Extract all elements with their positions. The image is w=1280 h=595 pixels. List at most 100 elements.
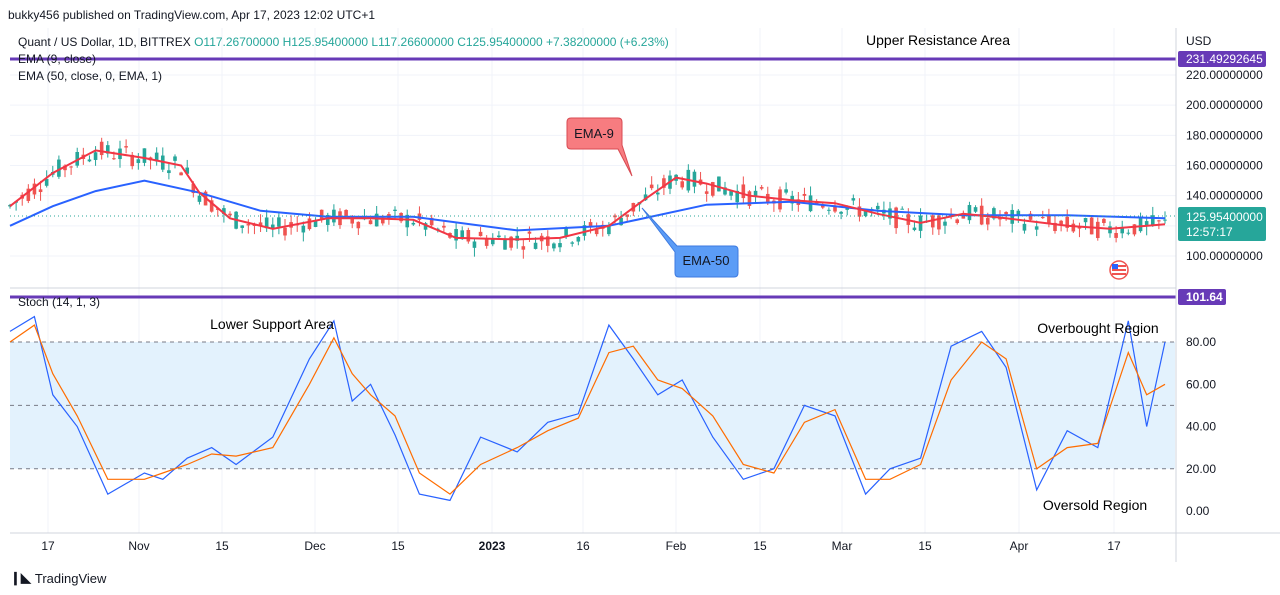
publish-line: bukky456 published on TradingView.com, A… — [8, 8, 376, 22]
candle-body — [1034, 226, 1039, 230]
candle-body — [154, 152, 159, 162]
candle-body — [833, 206, 837, 212]
low-value: L117.26600000 — [371, 35, 454, 49]
candle-body — [374, 213, 379, 227]
candle-body — [99, 141, 104, 156]
candle-body — [1157, 220, 1161, 222]
lower-support-label: Lower Support Area — [210, 316, 334, 332]
ema9-callout-label: EMA-9 — [574, 126, 614, 141]
candle-body — [545, 236, 550, 246]
candle-body — [710, 182, 715, 196]
last-price-label: 125.95400000 — [1186, 210, 1263, 224]
candle-body — [264, 217, 269, 229]
candle-body — [57, 159, 61, 177]
change-value: +7.38200000 (+6.23%) — [546, 35, 669, 49]
candle-body — [405, 214, 410, 228]
candle-body — [930, 215, 935, 228]
candle-body — [87, 159, 92, 162]
candle-body — [368, 220, 373, 225]
candle-body — [741, 184, 746, 199]
candle-body — [1040, 217, 1045, 219]
footer-brand[interactable]: ❙◣ TradingView — [10, 570, 106, 586]
candle-body — [209, 200, 214, 212]
candle-body — [863, 211, 868, 217]
candle-body — [105, 145, 110, 154]
candle-body — [246, 224, 251, 226]
stoch-tick-label: 80.00 — [1186, 335, 1216, 349]
candle-body — [478, 231, 483, 237]
ema50-legend[interactable]: EMA (50, close, 0, EMA, 1) — [18, 69, 163, 83]
stoch-legend[interactable]: Stoch (14, 1, 3) — [18, 295, 101, 309]
candle-body — [943, 221, 947, 226]
ema50-callout: EMA-50 — [641, 207, 739, 278]
candle-body — [1059, 220, 1063, 225]
candle-body — [1004, 212, 1008, 215]
candle-body — [1144, 221, 1149, 227]
us-flag-icon[interactable] — [1109, 260, 1129, 280]
candle-body — [350, 218, 355, 224]
resistance-price-tag: 231.49292645 — [1178, 51, 1266, 67]
stoch-k-line — [9, 315, 1166, 502]
candle-body — [827, 209, 831, 211]
candle-body — [197, 195, 202, 202]
candle-body — [607, 225, 611, 235]
candle-body — [649, 184, 654, 189]
candle-body — [429, 217, 434, 226]
stoch-tick-label: 0.00 — [1186, 504, 1210, 518]
tradingview-logo-icon: ❙◣ — [10, 570, 31, 585]
candle-body — [460, 230, 465, 240]
price-tick-label: 180.00000000 — [1186, 128, 1263, 142]
candle-body — [594, 229, 599, 235]
candle-body — [301, 225, 306, 233]
candle-body — [1047, 216, 1051, 224]
candle-body — [570, 242, 575, 244]
candle-body — [564, 227, 568, 236]
candle-body — [527, 231, 532, 234]
candle-body — [319, 209, 324, 220]
candle-body — [503, 239, 507, 250]
candle-body — [582, 225, 587, 236]
candle-body — [344, 209, 348, 217]
price-legend: Quant / US Dollar, 1D, BITTREX O117.2670… — [18, 35, 669, 49]
candle-body — [1016, 210, 1021, 217]
candle-body — [784, 189, 788, 193]
candle-body — [185, 167, 190, 174]
candle-body — [967, 205, 972, 221]
candle-body — [692, 171, 697, 187]
candle-body — [472, 241, 477, 248]
footer-brand-label: TradingView — [34, 570, 107, 586]
candle-body — [558, 243, 562, 248]
candle-body — [1102, 218, 1106, 224]
candle-body — [619, 217, 623, 226]
candle-body — [839, 211, 843, 214]
candle-body — [1138, 216, 1143, 232]
candle-body — [1126, 232, 1131, 234]
ema9-line — [9, 149, 1166, 241]
candle-body — [325, 214, 330, 225]
candle-body — [912, 227, 917, 231]
candle-body — [411, 222, 416, 225]
candle-body — [1065, 216, 1070, 228]
candle-body — [992, 208, 996, 219]
candle-body — [900, 208, 905, 210]
candle-body — [497, 235, 501, 238]
candle-body — [588, 222, 593, 227]
candle-body — [802, 193, 807, 196]
candle-body — [258, 222, 263, 226]
candle-body — [356, 221, 361, 229]
candle-body — [875, 205, 880, 210]
candle-body — [124, 146, 128, 148]
high-value: H125.95400000 — [282, 35, 369, 49]
ema9-legend[interactable]: EMA (9, close) — [18, 52, 97, 66]
time-tick-label: Feb — [666, 539, 687, 553]
candle-body — [857, 206, 862, 217]
time-tick-label: 17 — [1107, 539, 1121, 553]
candle-body — [814, 202, 819, 204]
candle-body — [937, 215, 941, 230]
upper-resistance-label: Upper Resistance Area — [866, 32, 1010, 48]
candle-body — [228, 213, 232, 216]
candle-body — [515, 235, 520, 241]
candle-body — [1010, 209, 1015, 224]
candle-body — [851, 198, 856, 201]
